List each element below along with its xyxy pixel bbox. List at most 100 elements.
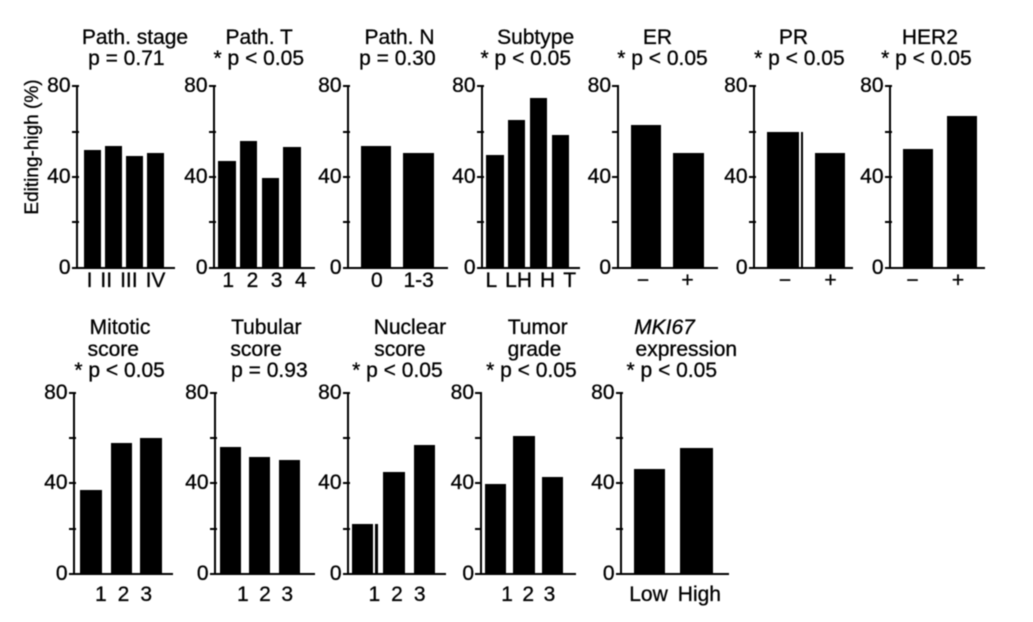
bar <box>903 148 934 268</box>
y-tick <box>476 175 484 178</box>
panel-title-line: PR <box>778 25 809 49</box>
y-tick-label: 0 <box>602 562 615 585</box>
bar <box>361 146 391 268</box>
panel-p-value: p = 0.71 <box>88 47 165 70</box>
y-tick-label: 80 <box>452 74 476 98</box>
y-tick-label: 80 <box>318 380 342 404</box>
y-tick-label: 40 <box>318 164 342 188</box>
x-axis <box>884 266 985 269</box>
y-tick <box>342 527 350 530</box>
bar <box>239 140 258 268</box>
x-axis <box>209 573 315 575</box>
bar <box>542 476 564 574</box>
y-tick <box>208 130 216 133</box>
y-tick <box>884 85 892 88</box>
category-label: 1-3 <box>403 269 434 292</box>
y-tick <box>612 221 619 224</box>
y-tick <box>615 482 623 485</box>
y-tick <box>884 130 892 133</box>
bar <box>249 457 271 574</box>
y-tick-label: 0 <box>462 562 474 585</box>
y-tick <box>884 221 892 224</box>
y-tick <box>209 437 217 440</box>
y-tick <box>208 221 216 224</box>
y-tick-label: 80 <box>47 74 71 98</box>
panel-title-line: MKI67 <box>634 316 695 339</box>
panel-p-value: * p < 0.05 <box>480 47 572 70</box>
y-tick <box>612 85 619 88</box>
bar <box>84 149 101 268</box>
panel-p-value: * p < 0.05 <box>213 47 305 70</box>
panel-p-value: * p < 0.05 <box>486 359 577 382</box>
panel-title-line: Path. N <box>364 25 435 49</box>
y-tick <box>342 85 350 88</box>
bar <box>80 490 103 574</box>
category-label: 1 <box>236 583 249 606</box>
y-tick <box>612 175 619 178</box>
y-tick <box>475 437 482 440</box>
bar <box>278 459 301 574</box>
y-tick <box>68 391 76 394</box>
bar <box>631 124 661 268</box>
bar <box>110 442 133 574</box>
x-axis <box>208 266 315 269</box>
y-tick <box>209 391 217 394</box>
y-tick-label: 40 <box>591 471 615 495</box>
y-tick <box>68 527 76 530</box>
bar <box>673 153 705 268</box>
x-axis <box>71 266 175 269</box>
category-label: + <box>951 269 965 292</box>
category-label: 2 <box>522 583 535 606</box>
panel-title-line: grade <box>507 337 562 361</box>
category-label: 3 <box>543 583 556 606</box>
category-label: 2 <box>117 583 130 606</box>
category-label: T <box>563 269 577 292</box>
panel-title-line: HER2 <box>901 25 958 49</box>
category-label: 4 <box>294 269 307 292</box>
category-label: − <box>906 269 919 292</box>
y-tick-label: 0 <box>871 255 884 279</box>
category-label: 3 <box>413 583 426 606</box>
x-axis <box>612 266 718 269</box>
y-tick <box>615 437 623 440</box>
y-tick-label: 0 <box>58 255 71 279</box>
category-label: III <box>120 269 138 292</box>
x-axis <box>68 573 173 575</box>
category-label: LH <box>505 269 533 292</box>
y-tick-label: 0 <box>196 562 209 585</box>
y-tick-label: 0 <box>599 255 611 279</box>
x-axis <box>748 266 853 269</box>
y-tick <box>71 130 79 133</box>
bar <box>125 156 143 268</box>
panel-title-line: score <box>87 337 139 361</box>
bar <box>402 153 434 268</box>
category-label: H <box>540 269 556 292</box>
category-label: L <box>485 269 498 292</box>
y-tick-label: 0 <box>329 255 342 279</box>
y-tick <box>208 85 216 88</box>
y-tick-label: 0 <box>463 255 476 279</box>
y-tick-label: 80 <box>860 74 884 98</box>
y-tick-label: 80 <box>318 74 342 98</box>
panel-title-line: score <box>374 337 426 361</box>
category-label-row: I II III IV <box>0 269 326 292</box>
y-tick-label: 40 <box>450 471 474 495</box>
y-tick-label: 80 <box>724 74 748 98</box>
panel-p-value: * p < 0.05 <box>74 359 165 382</box>
panel-title-line: score <box>230 337 282 361</box>
y-tick <box>342 221 350 224</box>
category-label: 3 <box>140 583 153 606</box>
y-tick <box>476 221 484 224</box>
category-label: 3 <box>281 583 294 606</box>
category-label: Low <box>629 583 668 606</box>
x-axis <box>342 573 446 575</box>
y-tick-label: 40 <box>185 471 209 495</box>
bar <box>486 155 504 268</box>
bar <box>219 447 241 574</box>
panel-title-line: Path. stage <box>81 25 189 49</box>
panel-p-value: p = 0.93 <box>231 359 308 382</box>
